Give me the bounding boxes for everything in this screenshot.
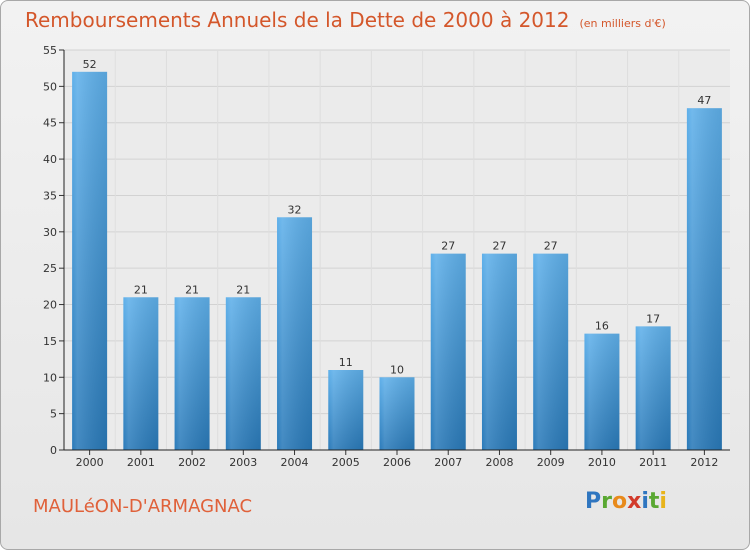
y-tick-label: 0 xyxy=(50,444,57,457)
bar-value-label: 52 xyxy=(83,58,97,71)
y-tick-label: 50 xyxy=(43,80,57,93)
x-tick-label: 2003 xyxy=(229,456,257,469)
bar-shade-2003 xyxy=(225,297,261,450)
y-tick-label: 45 xyxy=(43,117,57,130)
bar-value-label: 27 xyxy=(544,240,558,253)
bar-shade-2009 xyxy=(533,253,569,450)
y-tick-label: 20 xyxy=(43,299,57,312)
bar-value-label: 21 xyxy=(236,283,250,296)
bar-shade-2001 xyxy=(123,297,159,450)
y-tick-label: 5 xyxy=(50,408,57,421)
x-tick-label: 2005 xyxy=(332,456,360,469)
bar-value-label: 27 xyxy=(492,240,506,253)
bar-shade-2000 xyxy=(72,71,108,451)
logo-letter: i xyxy=(659,489,667,514)
y-tick-label: 35 xyxy=(43,189,57,202)
bar-shade-2012 xyxy=(686,108,722,450)
bar-shade-2002 xyxy=(174,297,210,450)
y-tick-label: 15 xyxy=(43,335,57,348)
y-tick-label: 55 xyxy=(43,44,57,57)
logo-letter: o xyxy=(611,489,628,514)
y-tick-label: 30 xyxy=(43,226,57,239)
y-tick-label: 40 xyxy=(43,153,57,166)
x-tick-label: 2004 xyxy=(281,456,309,469)
chart-unit: (en milliers d'€) xyxy=(579,17,666,30)
bar-value-label: 11 xyxy=(339,356,353,369)
logo-letter: t xyxy=(648,489,660,514)
bar-shade-2006 xyxy=(379,377,415,450)
logo-letter: P xyxy=(585,489,602,514)
bar-value-label: 21 xyxy=(185,283,199,296)
bars: 52 21 21 21 32 11 10 27 27 27 16 17 47 xyxy=(72,58,722,451)
bar-shade-2004 xyxy=(277,217,313,450)
x-tick-label: 2001 xyxy=(127,456,155,469)
axes: 0 5 10 15 20 25 30 35 40 45 50 55 2000 2001 2002 2003 20… xyxy=(43,44,730,469)
y-tick-label: 25 xyxy=(43,262,57,275)
bar-shade-2010 xyxy=(584,333,620,450)
logo-letter: x xyxy=(627,489,642,514)
x-tick-label: 2006 xyxy=(383,456,411,469)
bar-value-label: 17 xyxy=(646,312,660,325)
bar-shade-2011 xyxy=(635,326,671,450)
x-tick-label: 2002 xyxy=(178,456,206,469)
logo-letter: i xyxy=(641,489,649,514)
x-tick-label: 2011 xyxy=(639,456,667,469)
x-tick-label: 2008 xyxy=(485,456,513,469)
commune-name: MAULéON-D'ARMAGNAC xyxy=(33,496,253,517)
logo-letter: r xyxy=(601,489,612,514)
bar-value-label: 47 xyxy=(697,94,711,107)
bar-value-label: 16 xyxy=(595,320,609,333)
bar-value-label: 27 xyxy=(441,240,455,253)
chart-title-text: Remboursements Annuels de la Dette de 20… xyxy=(25,8,570,32)
bar-shade-2005 xyxy=(328,370,364,450)
bar-value-label: 32 xyxy=(288,203,302,216)
bar-shade-2008 xyxy=(481,253,517,450)
x-tick-label: 2007 xyxy=(434,456,462,469)
bar-value-label: 21 xyxy=(134,283,148,296)
proxiti-logo: Proxiti xyxy=(585,489,667,514)
x-tick-label: 2012 xyxy=(690,456,718,469)
bar-value-label: 10 xyxy=(390,363,404,376)
bar-shade-2007 xyxy=(430,253,466,450)
x-tick-label: 2000 xyxy=(76,456,104,469)
y-tick-label: 10 xyxy=(43,371,57,384)
x-tick-label: 2009 xyxy=(537,456,565,469)
chart-title: Remboursements Annuels de la Dette de 20… xyxy=(25,8,666,32)
x-tick-label: 2010 xyxy=(588,456,616,469)
plot-area: 52 21 21 21 32 11 10 27 27 27 16 17 47 0 5 10 15 20 25 30 3… xyxy=(43,44,730,469)
